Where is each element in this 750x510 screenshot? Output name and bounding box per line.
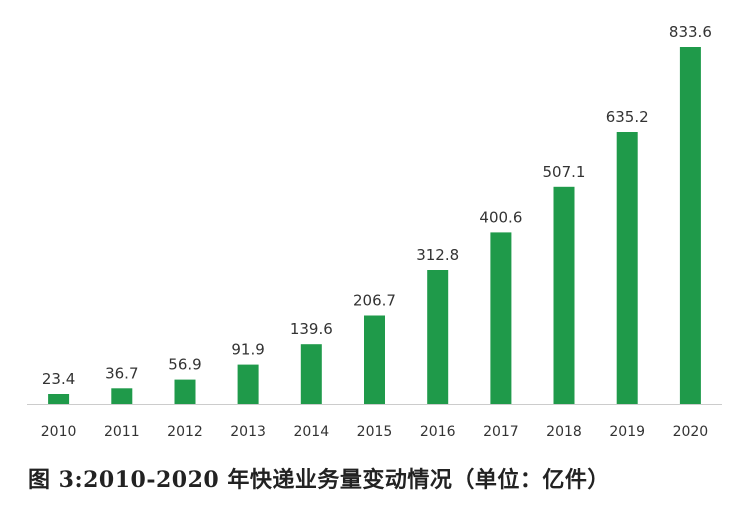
bar-2018 bbox=[553, 186, 575, 404]
x-tick-label-2019: 2019 bbox=[609, 424, 645, 440]
bar-2010 bbox=[48, 394, 70, 404]
value-label-2016: 312.8 bbox=[416, 246, 459, 264]
x-tick-label-2017: 2017 bbox=[483, 424, 519, 440]
bar-2014 bbox=[300, 344, 322, 404]
value-label-2011: 36.7 bbox=[105, 364, 138, 382]
bars-group bbox=[48, 47, 701, 404]
bar-2020 bbox=[679, 47, 701, 404]
bar-2017 bbox=[490, 232, 512, 404]
bar-chart: 23.4 36.7 56.9 91.9 139.6 206.7 312.8 400.6 507.… bbox=[27, 23, 722, 440]
value-label-2013: 91.9 bbox=[231, 341, 264, 359]
value-label-2018: 507.1 bbox=[543, 163, 586, 181]
value-label-2012: 56.9 bbox=[168, 356, 201, 374]
x-tick-label-2014: 2014 bbox=[293, 424, 329, 440]
bar-2015 bbox=[364, 315, 385, 404]
x-tick-label-2013: 2013 bbox=[230, 424, 266, 440]
x-tick-label-2016: 2016 bbox=[420, 424, 456, 440]
x-tick-label-2012: 2012 bbox=[167, 424, 203, 440]
bar-2019 bbox=[616, 132, 638, 404]
x-tick-label-2018: 2018 bbox=[546, 424, 582, 440]
x-tick-label-2020: 2020 bbox=[673, 424, 709, 440]
value-label-2019: 635.2 bbox=[606, 108, 649, 126]
x-tick-label-2015: 2015 bbox=[357, 424, 393, 440]
value-labels-group: 23.4 36.7 56.9 91.9 139.6 206.7 312.8 400.6 507.… bbox=[42, 23, 712, 388]
chart-caption: 图 3:2010-2020 年快递业务量变动情况（单位：亿件） bbox=[28, 467, 610, 493]
value-label-2015: 206.7 bbox=[353, 292, 396, 310]
value-label-2017: 400.6 bbox=[479, 208, 522, 226]
value-label-2014: 139.6 bbox=[290, 320, 333, 338]
value-label-2020: 833.6 bbox=[669, 23, 712, 41]
x-tick-label-2010: 2010 bbox=[41, 424, 77, 440]
bar-2012 bbox=[174, 379, 196, 404]
bar-2011 bbox=[111, 388, 133, 404]
bar-2013 bbox=[237, 364, 259, 404]
value-label-2010: 23.4 bbox=[42, 370, 75, 388]
bar-2016 bbox=[427, 270, 449, 404]
bar-chart-svg: 23.4 36.7 56.9 91.9 139.6 206.7 312.8 400.6 507.… bbox=[27, 23, 722, 440]
x-tick-label-2011: 2011 bbox=[104, 424, 140, 440]
tick-labels-group: 2010 2011 2012 2013 2014 2015 2016 2017 2018 2019… bbox=[41, 424, 708, 440]
